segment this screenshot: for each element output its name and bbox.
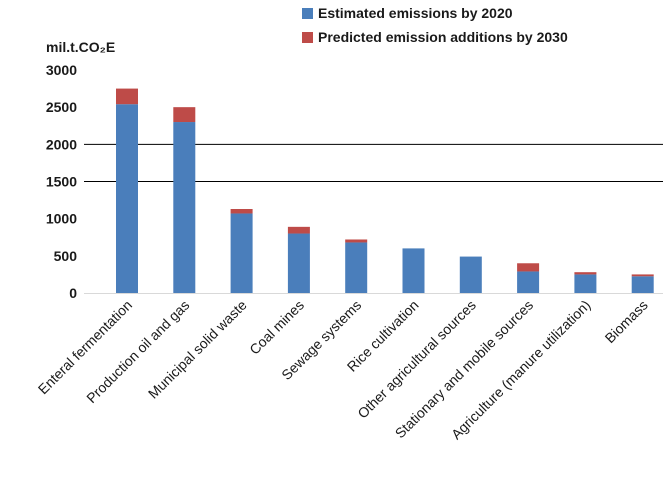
bar-predicted-9	[631, 274, 654, 277]
bar-estimated-2	[230, 213, 253, 293]
bar-predicted-1	[173, 107, 196, 123]
bar-predicted-4	[345, 239, 368, 243]
x-category-label-3: Coal mines	[246, 297, 307, 358]
bar-predicted-8	[574, 272, 597, 275]
bar-estimated-0	[116, 104, 138, 294]
bar-estimated-4	[345, 242, 368, 293]
bar-estimated-5	[402, 248, 425, 293]
bar-predicted-3	[287, 226, 310, 234]
bar-estimated-3	[287, 233, 310, 293]
y-tick-label-3000: 3000	[46, 62, 77, 78]
chart-legend: Estimated emissions by 2020 Predicted em…	[302, 5, 568, 45]
legend-label-predicted: Predicted emission additions by 2030	[318, 29, 568, 45]
y-axis-tick-labels: 0 500 1000 1500 2000 2500 3000	[46, 62, 77, 301]
y-tick-label-0: 0	[69, 285, 77, 301]
x-category-label-9: Biomass	[602, 297, 651, 346]
bar-estimated-7	[517, 271, 540, 293]
y-tick-label-2500: 2500	[46, 99, 77, 115]
y-tick-label-1500: 1500	[46, 174, 77, 190]
legend-label-estimated: Estimated emissions by 2020	[318, 5, 513, 21]
bar-predicted-2	[230, 209, 253, 214]
bar-predicted-0	[116, 88, 138, 105]
bar-estimated-9	[631, 276, 654, 293]
y-axis-unit-label: mil.t.CO₂E	[46, 39, 115, 55]
bars	[116, 88, 654, 294]
y-tick-label-500: 500	[54, 248, 78, 264]
legend-swatch-predicted	[302, 32, 313, 43]
x-category-label-1: Production oil and gas	[83, 297, 192, 406]
y-tick-label-1000: 1000	[46, 211, 77, 227]
x-category-label-0: Enteral fermentation	[35, 297, 135, 397]
bar-estimated-1	[173, 122, 196, 294]
y-tick-label-2000: 2000	[46, 136, 77, 152]
bar-predicted-7	[517, 263, 540, 272]
bar-estimated-6	[459, 256, 482, 293]
x-category-label-2: Municipal solid waste	[145, 297, 250, 402]
bar-estimated-8	[574, 274, 597, 293]
gridlines	[84, 143, 663, 182]
x-category-label-6: Other agricultural sources	[354, 297, 479, 422]
legend-swatch-estimated	[302, 8, 313, 19]
